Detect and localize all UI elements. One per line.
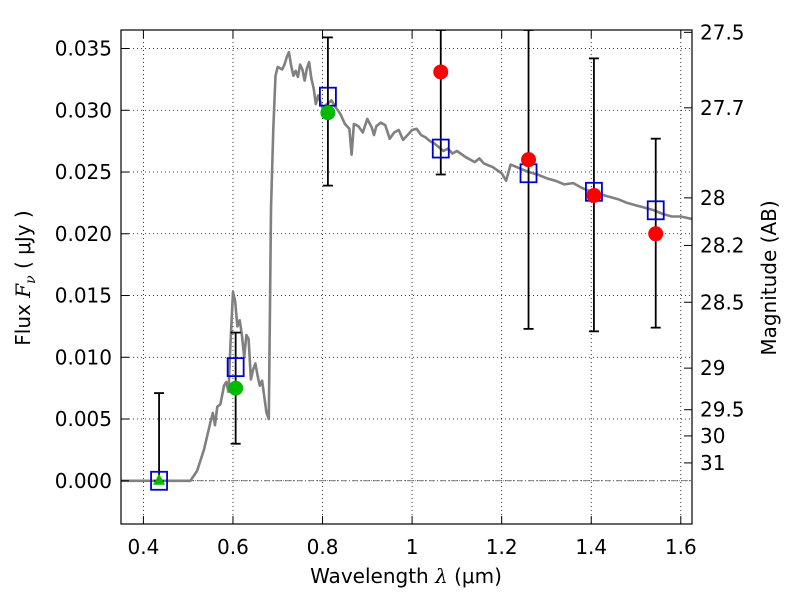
model-square (226, 357, 245, 378)
y-axis-ticks: 0.000 0.005 0.010 0.015 0.020 0.025 0.030 0.035 (55, 37, 129, 493)
red-point (521, 152, 537, 168)
magnitude-axis-label: Magnitude (AB) (757, 200, 781, 355)
y-tick-label: 0.005 (55, 407, 112, 431)
model-square (431, 138, 450, 159)
magnitude-tick-label: 29 (700, 356, 725, 380)
x-tick-label: 0.6 (217, 535, 249, 559)
red-point (433, 64, 449, 80)
magnitude-tick-label: 27.7 (700, 96, 745, 120)
model-square (646, 200, 665, 221)
spectrum-line (121, 50, 692, 483)
y-tick-label: 0.020 (55, 222, 112, 246)
model-fluxes (150, 86, 665, 491)
y-tick-label: 0.000 (55, 469, 112, 493)
green-point (320, 105, 336, 121)
grid (121, 30, 692, 524)
magnitude-tick-label: 29.5 (700, 398, 745, 422)
red-point (586, 187, 602, 203)
x-tick-label: 0.4 (127, 535, 159, 559)
y-tick-label: 0.035 (55, 37, 112, 61)
x-tick-label: 1 (406, 535, 419, 559)
magnitude-tick-label: 27.5 (700, 20, 745, 44)
y-axis-label: Flux Fν ( μJy ) (11, 210, 39, 345)
magnitude-tick-label: 28.2 (700, 233, 745, 257)
magnitude-tick-label: 30 (700, 424, 725, 448)
red-point (648, 226, 664, 242)
y-tick-label: 0.025 (55, 160, 112, 184)
y-tick-label: 0.010 (55, 345, 112, 369)
x-tick-label: 1.6 (665, 535, 697, 559)
plot-frame (120, 29, 693, 525)
y-tick-label: 0.015 (55, 284, 112, 308)
x-tick-label: 1.2 (486, 535, 518, 559)
template-spectrum (121, 50, 692, 483)
x-tick-label: 1.4 (575, 535, 607, 559)
observed-points (153, 64, 664, 485)
x-axis-label: Wavelength λ (μm) (310, 564, 502, 588)
magnitude-tick-label: 28.5 (700, 290, 745, 314)
x-axis-ticks: 0.4 0.6 0.8 1 1.2 1.4 1.6 (127, 30, 697, 559)
magnitude-tick-label: 31 (700, 451, 725, 475)
x-tick-label: 0.8 (307, 535, 339, 559)
green-triangle (153, 473, 166, 485)
error-bars (154, 30, 661, 482)
model-square (150, 470, 168, 491)
y-tick-label: 0.030 (55, 98, 112, 122)
green-point (228, 380, 244, 396)
magnitude-tick-label: 28 (700, 186, 725, 210)
magnitude-axis-ticks: 27.5 27.7 28 28.2 28.5 29 29.530 31 (684, 20, 745, 475)
